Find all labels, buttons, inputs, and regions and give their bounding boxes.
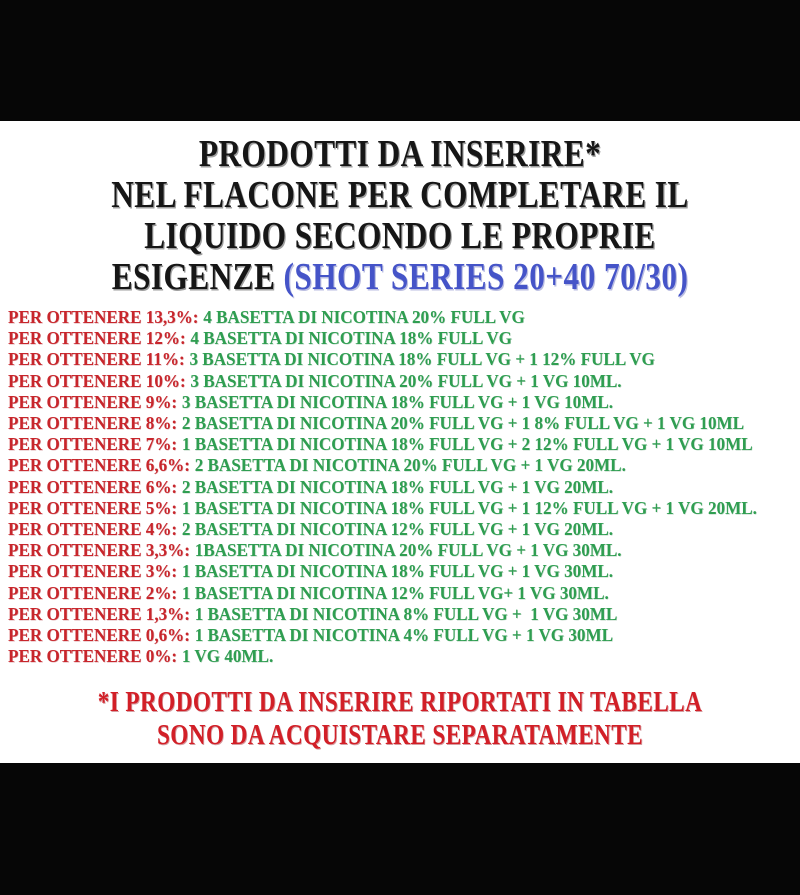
dosage-target-label: PER OTTENERE 13,3%: — [8, 307, 199, 327]
dosage-row: PER OTTENERE 0%: 1 VG 40ML. — [8, 646, 760, 667]
dosage-products-value: 4 BASETTA DI NICOTINA 20% FULL VG — [203, 307, 525, 327]
title-line-esigenze: ESIGENZE (SHOT SERIES 20+40 70/30) — [70, 257, 730, 298]
dosage-row: PER OTTENERE 5%: 1 BASETTA DI NICOTINA 18… — [8, 498, 760, 519]
dosage-target-label: PER OTTENERE 6%: — [8, 476, 178, 497]
dosage-products-value: 1 BASETTA DI NICOTINA 4% FULL VG + 1 VG … — [194, 625, 614, 646]
footnote: *I PRODOTTI DA INSERIRE RIPORTATI IN TAB… — [0, 686, 800, 752]
dosage-products-value: 2 BASETTA DI NICOTINA 20% FULL VG + 1 VG… — [194, 455, 626, 476]
footnote-line: *I PRODOTTI DA INSERIRE RIPORTATI IN TAB… — [97, 687, 703, 718]
dosage-products-value: 1 BASETTA DI NICOTINA 12% FULL VG+ 1 VG … — [181, 582, 609, 603]
dosage-products-value: 1BASETTA DI NICOTINA 20% FULL VG + 1 VG … — [194, 540, 622, 561]
dosage-target-label: PER OTTENERE 11%: — [8, 349, 185, 370]
dosage-products-value: 1 BASETTA DI NICOTINA 18% FULL VG + 1 VG… — [181, 561, 614, 582]
title-shot-series-text: (SHOT SERIES 20+40 70/30) — [283, 256, 689, 298]
title-line: PRODOTTI DA INSERIRE* — [198, 133, 602, 175]
title-line: LIQUIDO SECONDO LE PROPRIE — [144, 215, 656, 257]
dosage-target-label: PER OTTENERE 10%: — [8, 370, 186, 391]
page-title: PRODOTTI DA INSERIRE* NEL FLACONE PER CO… — [0, 134, 800, 298]
dosage-target-label: PER OTTENERE 8%: — [8, 413, 178, 434]
dosage-row: PER OTTENERE 11%: 3 BASETTA DI NICOTINA 1… — [8, 349, 760, 370]
dosage-list: PER OTTENERE 13,3%: 4 BASETTA DI NICOTINA… — [8, 307, 800, 667]
dosage-products-value: 4 BASETTA DI NICOTINA 18% FULL VG — [190, 328, 512, 349]
dosage-row: PER OTTENERE 3%: 1 BASETTA DI NICOTINA 18… — [8, 561, 760, 582]
dosage-row: PER OTTENERE 9%: 3 BASETTA DI NICOTINA 18… — [8, 392, 760, 413]
dosage-row: PER OTTENERE 4%: 2 BASETTA DI NICOTINA 12… — [8, 519, 760, 540]
dosage-row: PER OTTENERE 6%: 2 BASETTA DI NICOTINA 18… — [8, 477, 760, 498]
footnote-line: SONO DA ACQUISTARE SEPARATAMENTE — [156, 720, 644, 751]
dosage-target-label: PER OTTENERE 4%: — [8, 519, 178, 540]
dosage-target-label: PER OTTENERE 2%: — [8, 582, 178, 603]
dosage-target-label: PER OTTENERE 0,6%: — [8, 625, 190, 646]
dosage-row: PER OTTENERE 8%: 2 BASETTA DI NICOTINA 20… — [8, 413, 760, 434]
dosage-products-value: 1 VG 40ML. — [181, 646, 274, 667]
dosage-products-value: 3 BASETTA DI NICOTINA 20% FULL VG + 1 VG… — [190, 370, 622, 391]
top-letterbox-bar — [0, 0, 800, 121]
dosage-target-label: PER OTTENERE 0%: — [8, 646, 178, 667]
dosage-target-label: PER OTTENERE 6,6%: — [8, 455, 190, 476]
dosage-row: PER OTTENERE 13,3%: 4 BASETTA DI NICOTINA… — [8, 307, 760, 328]
dosage-products-value: 1 BASETTA DI NICOTINA 18% FULL VG + 2 12… — [181, 434, 753, 455]
dosage-row: PER OTTENERE 10%: 3 BASETTA DI NICOTINA 2… — [8, 371, 760, 392]
dosage-row: PER OTTENERE 6,6%: 2 BASETTA DI NICOTINA … — [8, 455, 760, 476]
dosage-products-value: 3 BASETTA DI NICOTINA 18% FULL VG + 1 12… — [189, 349, 655, 370]
dosage-row: PER OTTENERE 7%: 1 BASETTA DI NICOTINA 18… — [8, 434, 760, 455]
dosage-row: PER OTTENERE 1,3%: 1 BASETTA DI NICOTINA … — [8, 604, 760, 625]
dosage-target-label: PER OTTENERE 9%: — [8, 391, 178, 412]
dosage-products-value: 2 BASETTA DI NICOTINA 18% FULL VG + 1 VG… — [181, 476, 614, 497]
dosage-products-value: 1 BASETTA DI NICOTINA 8% FULL VG + 1 VG … — [194, 603, 618, 624]
dosage-products-value: 2 BASETTA DI NICOTINA 12% FULL VG + 1 VG… — [181, 519, 614, 540]
dosage-products-value: 2 BASETTA DI NICOTINA 20% FULL VG + 1 8%… — [181, 413, 745, 434]
dosage-target-label: PER OTTENERE 3,3%: — [8, 540, 190, 561]
dosage-target-label: PER OTTENERE 12%: — [8, 328, 186, 349]
dosage-target-label: PER OTTENERE 1,3%: — [8, 603, 190, 624]
dosage-products-value: 1 BASETTA DI NICOTINA 18% FULL VG + 1 12… — [181, 497, 757, 518]
dosage-row: PER OTTENERE 12%: 4 BASETTA DI NICOTINA 1… — [8, 328, 760, 349]
dosage-target-label: PER OTTENERE 5%: — [8, 497, 178, 518]
dosage-row: PER OTTENERE 0,6%: 1 BASETTA DI NICOTINA … — [8, 625, 760, 646]
dosage-target-label: PER OTTENERE 7%: — [8, 434, 178, 455]
dosage-products-value: 3 BASETTA DI NICOTINA 18% FULL VG + 1 VG… — [181, 391, 614, 412]
dosage-row: PER OTTENERE 3,3%: 1BASETTA DI NICOTINA 2… — [8, 540, 760, 561]
title-line: NEL FLACONE PER COMPLETARE IL — [111, 174, 689, 216]
title-esigenze-text: ESIGENZE — [111, 256, 276, 298]
bottom-letterbox-bar — [0, 763, 800, 895]
dosage-target-label: PER OTTENERE 3%: — [8, 561, 178, 582]
dosage-row: PER OTTENERE 2%: 1 BASETTA DI NICOTINA 12… — [8, 583, 760, 604]
